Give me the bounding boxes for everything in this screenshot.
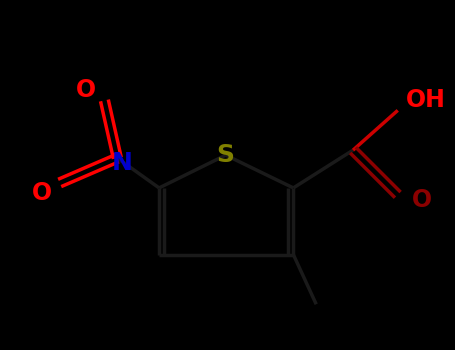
Text: O: O bbox=[31, 181, 52, 205]
Text: S: S bbox=[217, 143, 235, 167]
Text: N: N bbox=[112, 151, 133, 175]
Text: OH: OH bbox=[406, 89, 445, 112]
Text: O: O bbox=[412, 188, 432, 212]
Text: O: O bbox=[76, 78, 96, 103]
